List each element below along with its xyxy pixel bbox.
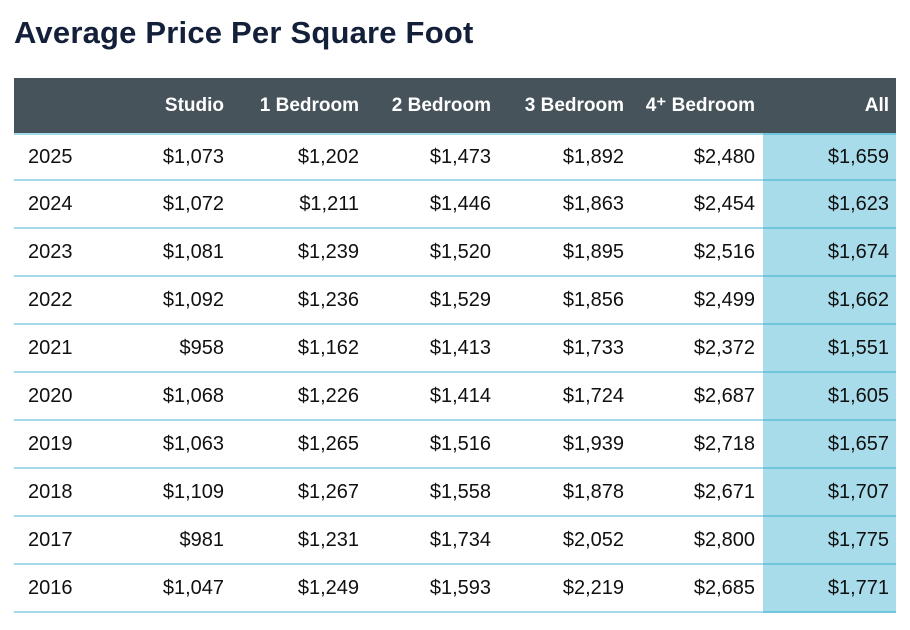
row-year-label: 2025	[14, 133, 114, 181]
cell-4plus-bedroom-price: $2,372	[632, 325, 763, 373]
cell-2-bedroom-price: $1,529	[367, 277, 499, 325]
cell-3-bedroom-price: $2,219	[499, 565, 632, 613]
cell-3-bedroom-price: $2,052	[499, 517, 632, 565]
cell-4plus-bedroom-price: $2,480	[632, 133, 763, 181]
cell-studio-price: $1,068	[114, 373, 232, 421]
cell-studio-price: $1,092	[114, 277, 232, 325]
cell-studio-price: $1,063	[114, 421, 232, 469]
cell-3-bedroom-price: $1,878	[499, 469, 632, 517]
row-year-label: 2021	[14, 325, 114, 373]
cell-3-bedroom-price: $1,895	[499, 229, 632, 277]
row-year-label: 2024	[14, 181, 114, 229]
cell-4plus-bedroom-price: $2,685	[632, 565, 763, 613]
cell-all-price: $1,623	[763, 181, 896, 229]
cell-studio-price: $958	[114, 325, 232, 373]
cell-4plus-bedroom-price: $2,516	[632, 229, 763, 277]
table-row: 2019 $1,063 $1,265 $1,516 $1,939 $2,718 $1,657	[14, 421, 896, 469]
cell-2-bedroom-price: $1,520	[367, 229, 499, 277]
cell-2-bedroom-price: $1,414	[367, 373, 499, 421]
cell-1-bedroom-price: $1,231	[232, 517, 367, 565]
cell-1-bedroom-price: $1,236	[232, 277, 367, 325]
table-row: 2022 $1,092 $1,236 $1,529 $1,856 $2,499 $1,662	[14, 277, 896, 325]
cell-3-bedroom-price: $1,892	[499, 133, 632, 181]
cell-studio-price: $1,109	[114, 469, 232, 517]
cell-1-bedroom-price: $1,202	[232, 133, 367, 181]
cell-studio-price: $981	[114, 517, 232, 565]
cell-studio-price: $1,072	[114, 181, 232, 229]
table-row: 2016 $1,047 $1,249 $1,593 $2,219 $2,685 $1,771	[14, 565, 896, 613]
cell-4plus-bedroom-price: $2,687	[632, 373, 763, 421]
cell-3-bedroom-price: $1,733	[499, 325, 632, 373]
cell-1-bedroom-price: $1,226	[232, 373, 367, 421]
table-row: 2020 $1,068 $1,226 $1,414 $1,724 $2,687 $1,605	[14, 373, 896, 421]
cell-all-price: $1,771	[763, 565, 896, 613]
cell-all-price: $1,775	[763, 517, 896, 565]
cell-all-price: $1,551	[763, 325, 896, 373]
cell-2-bedroom-price: $1,558	[367, 469, 499, 517]
cell-2-bedroom-price: $1,593	[367, 565, 499, 613]
col-header-year	[14, 78, 114, 133]
cell-3-bedroom-price: $1,724	[499, 373, 632, 421]
table-row: 2018 $1,109 $1,267 $1,558 $1,878 $2,671 $1,707	[14, 469, 896, 517]
table-row: 2024 $1,072 $1,211 $1,446 $1,863 $2,454 $1,623	[14, 181, 896, 229]
table-header-row: Studio 1 Bedroom 2 Bedroom 3 Bedroom 4⁺ …	[14, 78, 896, 133]
cell-1-bedroom-price: $1,211	[232, 181, 367, 229]
cell-2-bedroom-price: $1,734	[367, 517, 499, 565]
row-year-label: 2016	[14, 565, 114, 613]
cell-all-price: $1,707	[763, 469, 896, 517]
row-year-label: 2023	[14, 229, 114, 277]
cell-studio-price: $1,081	[114, 229, 232, 277]
row-year-label: 2022	[14, 277, 114, 325]
cell-4plus-bedroom-price: $2,718	[632, 421, 763, 469]
row-year-label: 2019	[14, 421, 114, 469]
cell-2-bedroom-price: $1,446	[367, 181, 499, 229]
cell-1-bedroom-price: $1,162	[232, 325, 367, 373]
row-year-label: 2017	[14, 517, 114, 565]
table-row: 2017 $981 $1,231 $1,734 $2,052 $2,800 $1,775	[14, 517, 896, 565]
cell-3-bedroom-price: $1,939	[499, 421, 632, 469]
cell-1-bedroom-price: $1,267	[232, 469, 367, 517]
page-title: Average Price Per Square Foot	[14, 15, 474, 50]
cell-studio-price: $1,047	[114, 565, 232, 613]
cell-all-price: $1,657	[763, 421, 896, 469]
col-header-4plus-bedroom: 4⁺ Bedroom	[632, 78, 763, 133]
cell-all-price: $1,674	[763, 229, 896, 277]
cell-2-bedroom-price: $1,413	[367, 325, 499, 373]
table-row: 2025 $1,073 $1,202 $1,473 $1,892 $2,480 $1,659	[14, 133, 896, 181]
cell-2-bedroom-price: $1,516	[367, 421, 499, 469]
col-header-2-bedroom: 2 Bedroom	[367, 78, 499, 133]
cell-4plus-bedroom-price: $2,499	[632, 277, 763, 325]
col-header-studio: Studio	[114, 78, 232, 133]
table-row: 2023 $1,081 $1,239 $1,520 $1,895 $2,516 $1,674	[14, 229, 896, 277]
col-header-3-bedroom: 3 Bedroom	[499, 78, 632, 133]
cell-1-bedroom-price: $1,265	[232, 421, 367, 469]
cell-3-bedroom-price: $1,856	[499, 277, 632, 325]
cell-all-price: $1,605	[763, 373, 896, 421]
table-body: 2025 $1,073 $1,202 $1,473 $1,892 $2,480 $1,659…	[14, 133, 896, 613]
cell-all-price: $1,659	[763, 133, 896, 181]
cell-all-price: $1,662	[763, 277, 896, 325]
col-header-all: All	[763, 78, 896, 133]
row-year-label: 2018	[14, 469, 114, 517]
cell-studio-price: $1,073	[114, 133, 232, 181]
cell-1-bedroom-price: $1,249	[232, 565, 367, 613]
cell-4plus-bedroom-price: $2,454	[632, 181, 763, 229]
row-year-label: 2020	[14, 373, 114, 421]
cell-1-bedroom-price: $1,239	[232, 229, 367, 277]
table-row: 2021 $958 $1,162 $1,413 $1,733 $2,372 $1,551	[14, 325, 896, 373]
table-header: Studio 1 Bedroom 2 Bedroom 3 Bedroom 4⁺ …	[14, 78, 896, 133]
cell-3-bedroom-price: $1,863	[499, 181, 632, 229]
cell-4plus-bedroom-price: $2,671	[632, 469, 763, 517]
price-table: Studio 1 Bedroom 2 Bedroom 3 Bedroom 4⁺ …	[14, 78, 896, 613]
cell-2-bedroom-price: $1,473	[367, 133, 499, 181]
cell-4plus-bedroom-price: $2,800	[632, 517, 763, 565]
col-header-1-bedroom: 1 Bedroom	[232, 78, 367, 133]
